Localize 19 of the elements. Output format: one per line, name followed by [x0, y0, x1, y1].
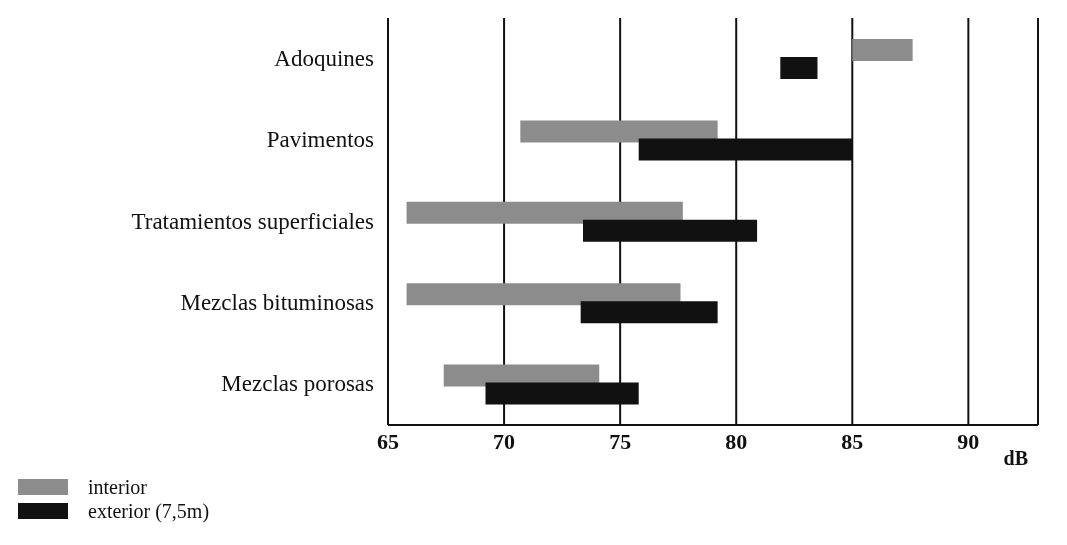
y-tick-label: Tratamientos superficiales	[131, 208, 375, 234]
bar	[406, 201, 683, 224]
y-tick-label: Mezclas porosas	[221, 371, 375, 397]
legend-label: exterior (7,5m)	[88, 499, 210, 523]
x-axis-title: dB	[1003, 447, 1028, 469]
legend-label: interior	[88, 475, 147, 499]
x-tick-label: 90	[957, 428, 980, 454]
x-tick-label: 75	[609, 428, 632, 454]
x-tick-label: 80	[725, 428, 748, 454]
y-tick-label: Mezclas bituminosas	[180, 289, 375, 315]
y-tick-label: Pavimentos	[266, 127, 375, 153]
bar	[852, 39, 913, 61]
x-tick-label: 65	[377, 428, 399, 454]
x-tick-label: 85	[841, 428, 864, 454]
x-tick-label: 70	[493, 428, 516, 454]
y-tick-label: Adoquines	[274, 45, 375, 71]
bar	[406, 283, 681, 306]
bar	[780, 57, 818, 79]
bar	[520, 120, 718, 143]
